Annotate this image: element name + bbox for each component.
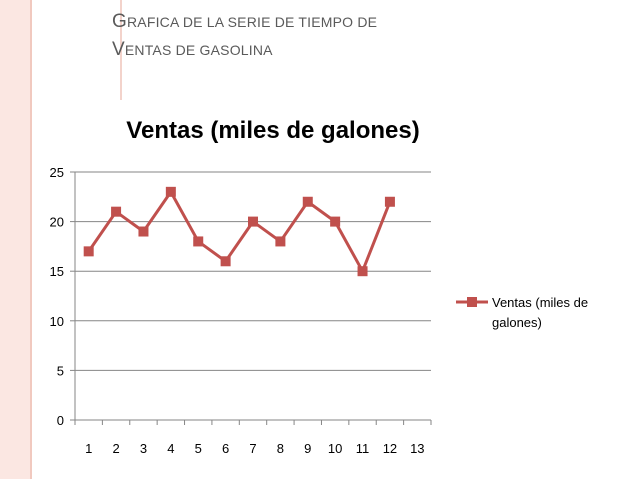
data-point-marker [302, 196, 313, 207]
x-tick-label: 12 [383, 441, 397, 456]
chart-area: Ventas (miles de galones) 0 5 10 15 20 25 1 2 3 4 5… [32, 100, 638, 479]
x-tick-label: 7 [249, 441, 256, 456]
slide-title-line-2: ventas de gasolina [112, 39, 273, 60]
slide-title-line-1: Grafica de la serie de tiempo de [112, 11, 378, 32]
y-tick-label: 20 [50, 215, 64, 230]
data-point-marker [138, 226, 149, 237]
y-tick-label: 15 [50, 264, 64, 279]
data-point-marker [384, 196, 395, 207]
decor-line [120, 0, 122, 100]
data-point-marker [83, 246, 94, 257]
y-tick-label: 10 [50, 314, 64, 329]
x-tick-label: 13 [410, 441, 424, 456]
left-decor-band [0, 0, 30, 479]
chart-title: Ventas (miles de galones) [126, 117, 419, 144]
legend-label: Ventas (miles de [492, 295, 588, 310]
legend-marker-icon [467, 297, 477, 307]
y-tick-label: 0 [57, 413, 64, 428]
x-tick-label: 6 [222, 441, 229, 456]
data-point-marker [330, 216, 341, 227]
series-line [87, 190, 392, 273]
slide-title: Grafica de la serie de tiempo de ventas … [112, 8, 552, 64]
x-tick-label: 5 [195, 441, 202, 456]
data-point-marker [275, 236, 286, 247]
legend-label-continued: galones) [492, 315, 542, 330]
x-tick-label: 1 [85, 441, 92, 456]
left-decor-line [30, 0, 32, 479]
y-tick-label: 5 [57, 363, 64, 378]
y-tick-label: 25 [50, 165, 64, 180]
data-point-marker [220, 256, 231, 267]
data-point-marker [357, 266, 368, 277]
x-tick-label: 2 [112, 441, 119, 456]
x-tick-label: 9 [304, 441, 311, 456]
x-tick-label: 3 [140, 441, 147, 456]
x-tick-label: 8 [277, 441, 284, 456]
data-point-marker [165, 186, 176, 197]
x-tick-label: 11 [356, 441, 370, 456]
data-point-marker [193, 236, 204, 247]
x-tick-label: 10 [328, 441, 342, 456]
data-point-marker [248, 216, 258, 227]
x-tick-label: 4 [167, 441, 174, 456]
data-point-marker [111, 206, 122, 217]
